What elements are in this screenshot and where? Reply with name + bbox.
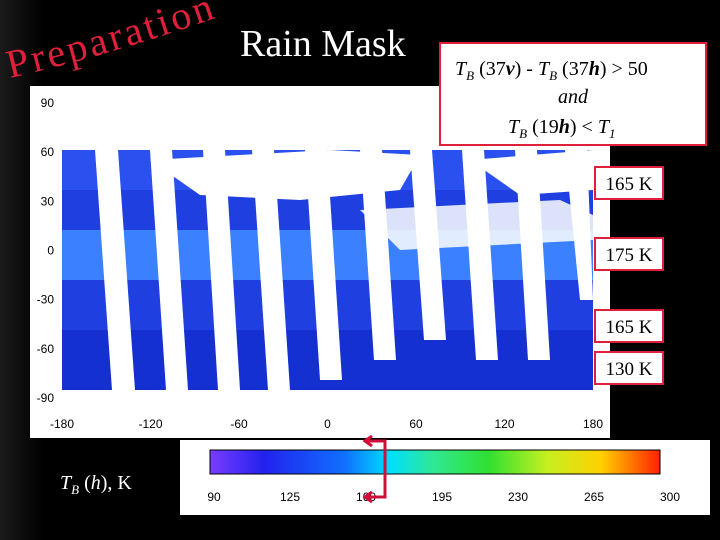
- subtitle: Rain Mask: [240, 23, 406, 65]
- lat-tick-label: 30: [41, 194, 55, 208]
- colorbar-tick-label: 195: [432, 490, 452, 504]
- colorbar-label: TB (h), K: [60, 472, 132, 497]
- threshold-box: [594, 166, 664, 200]
- colorbar-label-part: ), K: [101, 472, 133, 494]
- formula-part: v: [506, 58, 516, 80]
- lat-tick-label: -30: [37, 293, 55, 307]
- formula-part: T: [455, 58, 468, 80]
- threshold-bracket: [365, 439, 387, 499]
- colorbar-label-part: T: [60, 472, 73, 494]
- bracket-arrows: [362, 434, 373, 504]
- formula-part: ) <: [570, 116, 598, 138]
- formula-part: (37: [474, 58, 506, 80]
- threshold-label: 175 K: [606, 245, 653, 266]
- lon-tick-label: -180: [50, 417, 74, 431]
- formula-part: 1: [609, 126, 616, 141]
- lon-tick-label: 0: [324, 417, 331, 431]
- threshold-box: [594, 237, 664, 271]
- colorbar-tick-label: 125: [280, 490, 300, 504]
- lat-tick-label: 90: [41, 96, 55, 110]
- lat-tick-label: 60: [41, 145, 55, 159]
- formula-part: B: [519, 126, 527, 141]
- lon-ticks: -180 -120 -60 0 60 120 180: [50, 417, 603, 431]
- thresholds: 165 K 175 K 165 K 130 K: [594, 166, 664, 385]
- formula-part: ) > 50: [600, 58, 648, 80]
- colorbar-tick-label: 300: [660, 490, 680, 504]
- colorbar-tick-label: 265: [584, 490, 604, 504]
- lon-tick-label: -60: [230, 417, 248, 431]
- colorbar-label-part: (: [79, 472, 91, 494]
- formula-part: T: [508, 116, 521, 138]
- colorbar-tick-label: 230: [508, 490, 528, 504]
- colorbar-label-part: h: [91, 472, 101, 494]
- formula-part: h: [589, 58, 600, 80]
- colorbar: [209, 449, 661, 475]
- formula-part: T: [538, 58, 551, 80]
- formula-line3: TB (19h) < T1: [508, 116, 615, 141]
- colorbar-tick-label: 90: [207, 490, 221, 504]
- formula-part: h: [559, 116, 570, 138]
- formula-box: [439, 42, 707, 146]
- colorbar-label-part: B: [71, 482, 79, 497]
- threshold-box: [594, 309, 664, 343]
- threshold-label: 165 K: [606, 317, 653, 338]
- threshold-box: [594, 351, 664, 385]
- lon-tick-label: 180: [583, 417, 603, 431]
- formula-part: T: [598, 116, 611, 138]
- formula-line1: TB (37v) - TB (37h) > 50: [455, 58, 648, 83]
- lat-tick-label: 0: [47, 244, 54, 258]
- formula-part: ) -: [515, 58, 538, 80]
- lat-tick-label: -90: [37, 391, 55, 405]
- threshold-label: 165 K: [606, 174, 653, 195]
- lat-ticks: 90 60 30 0 -30 -60 -90: [37, 96, 55, 405]
- formula-part: B: [466, 68, 474, 83]
- threshold-label: 130 K: [606, 359, 653, 380]
- formula-part: B: [549, 68, 557, 83]
- formula-part: (19: [527, 116, 559, 138]
- lat-tick-label: -60: [37, 342, 55, 356]
- lon-tick-label: 120: [494, 417, 514, 431]
- lon-tick-label: -120: [138, 417, 162, 431]
- formula-part: (37: [557, 58, 589, 80]
- map-image: [62, 150, 593, 390]
- lon-tick-label: 60: [409, 417, 423, 431]
- formula-line2: and: [558, 86, 589, 108]
